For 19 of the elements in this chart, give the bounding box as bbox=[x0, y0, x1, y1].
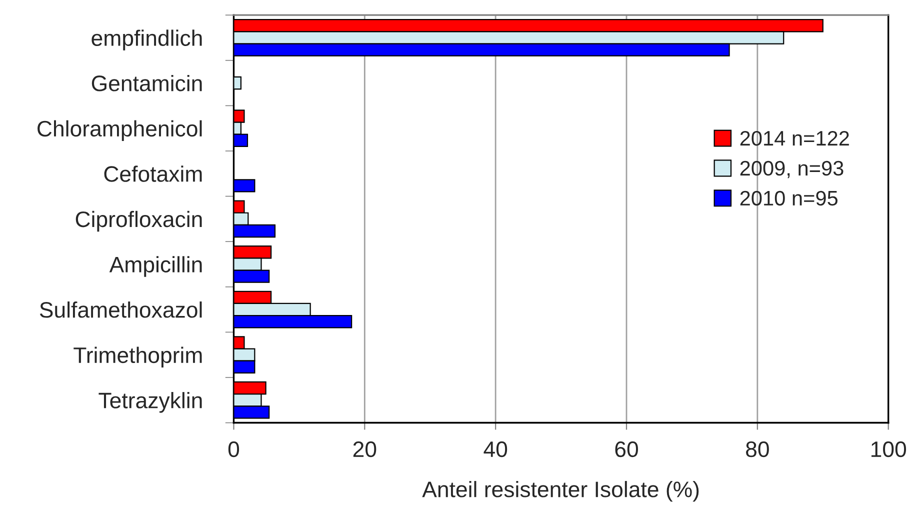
x-axis-title: Anteil resistenter Isolate (%) bbox=[422, 480, 699, 502]
legend-label: 2014 n=122 bbox=[740, 130, 849, 146]
y-tick-label: Cefotaxim bbox=[104, 166, 202, 182]
y-tick-label: Ciprofloxacin bbox=[76, 210, 202, 232]
x-tick-label: 0 bbox=[228, 441, 240, 458]
x-tick-label: 100 bbox=[872, 441, 906, 458]
legend-label: 2010 n=95 bbox=[740, 190, 838, 206]
y-tick-label: Sulfamethoxazol bbox=[40, 301, 202, 318]
x-tick-label: 40 bbox=[484, 441, 508, 458]
y-tick-label: empfindlich bbox=[92, 30, 202, 50]
x-tick-label: 20 bbox=[353, 441, 376, 458]
y-tick-label: Chloramphenicol bbox=[38, 120, 202, 141]
x-tick-label: 60 bbox=[615, 441, 638, 458]
y-tick-label: Tetrazyklin bbox=[98, 392, 202, 413]
y-tick-label: Ampicillin bbox=[109, 256, 202, 277]
y-tick-label: Trimethoprim bbox=[74, 346, 202, 368]
y-tick-label: Gentamicin bbox=[92, 74, 202, 92]
x-tick-label: 80 bbox=[746, 441, 769, 458]
legend-label: 2009, n=93 bbox=[740, 160, 844, 178]
